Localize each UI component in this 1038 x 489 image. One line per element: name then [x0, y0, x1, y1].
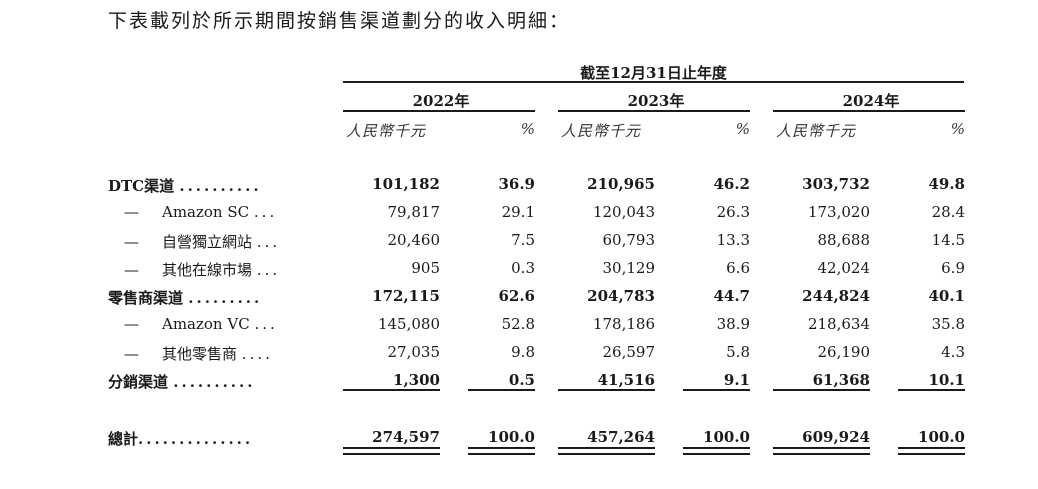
share-pct: 0.3 — [511, 259, 535, 277]
share-pct: 26.3 — [716, 203, 750, 221]
subchannel-row: — Amazon VC ... 145,080 52.8 178,186 38.9 218,… — [0, 315, 1038, 343]
revenue-value: 210,965 — [587, 175, 655, 193]
total-value: 457,264 — [587, 428, 655, 446]
revenue-value: 26,597 — [602, 343, 656, 361]
unit-label-2023: 人民幣千元 — [561, 122, 642, 140]
subtotal-rule — [468, 389, 535, 391]
revenue-value: 30,129 — [602, 259, 656, 277]
share-pct: 5.8 — [726, 343, 750, 361]
subchannel-label: — Amazon VC ... — [124, 315, 278, 333]
share-pct: 6.9 — [941, 259, 965, 277]
revenue-value: 178,186 — [592, 315, 655, 333]
year-2023-header: 2023年 — [627, 92, 685, 110]
header-rule — [343, 81, 964, 83]
intro-text: 下表載列於所示期間按銷售渠道劃分的收入明細： — [108, 10, 571, 32]
share-pct: 7.5 — [511, 231, 535, 249]
total-double-rule — [468, 447, 535, 455]
share-pct: 44.7 — [713, 287, 750, 305]
share-pct: 0.5 — [508, 371, 535, 389]
subchannel-row: — 自營獨立網站 ... 20,460 7.5 60,793 13.3 88,688 14.5 — [0, 231, 1038, 259]
total-double-rule — [343, 447, 440, 455]
revenue-value: 145,080 — [377, 315, 440, 333]
revenue-value: 120,043 — [592, 203, 655, 221]
share-pct: 46.2 — [713, 175, 750, 193]
unit-label-2022: 人民幣千元 — [346, 122, 427, 140]
subchannel-label: — 其他零售商 .... — [124, 345, 273, 363]
total-label: 總計.............. — [108, 430, 254, 448]
revenue-value: 42,024 — [817, 259, 871, 277]
revenue-value: 172,115 — [372, 287, 440, 305]
revenue-value: 1,300 — [393, 371, 440, 389]
revenue-value: 60,793 — [602, 231, 656, 249]
total-value: 609,924 — [802, 428, 870, 446]
revenue-value: 303,732 — [802, 175, 870, 193]
share-pct: 9.1 — [723, 371, 750, 389]
total-pct: 100.0 — [703, 428, 750, 446]
share-pct: 49.8 — [928, 175, 965, 193]
share-pct: 35.8 — [931, 315, 965, 333]
share-pct: 38.9 — [716, 315, 750, 333]
revenue-value: 218,634 — [807, 315, 870, 333]
channel-row: 分銷渠道 .......... 1,300 0.5 41,516 9.1 61,368 10… — [0, 371, 1038, 399]
period-header: 截至12月31日止年度 — [580, 64, 727, 82]
revenue-value: 244,824 — [802, 287, 870, 305]
year-rule-2023 — [558, 110, 750, 112]
total-pct: 100.0 — [918, 428, 965, 446]
subchannel-label: — Amazon SC ... — [124, 203, 278, 221]
subtotal-rule — [773, 389, 870, 391]
revenue-value: 41,516 — [597, 371, 655, 389]
channel-row: DTC渠道 .......... 101,182 36.9 210,965 46.2 30… — [0, 175, 1038, 203]
subchannel-row: — 其他在線市場 ... 905 0.3 30,129 6.6 42,024 6.9 — [0, 259, 1038, 287]
subtotal-rule — [683, 389, 750, 391]
channel-label: DTC渠道 .......... — [108, 177, 262, 195]
revenue-value: 905 — [411, 259, 440, 277]
subchannel-label: — 自營獨立網站 ... — [124, 233, 281, 251]
subtotal-rule — [898, 389, 965, 391]
share-pct: 9.8 — [511, 343, 535, 361]
channel-label: 零售商渠道 ......... — [108, 289, 263, 307]
total-double-rule — [558, 447, 655, 455]
total-double-rule — [773, 447, 870, 455]
share-pct: 28.4 — [931, 203, 965, 221]
subchannel-row: — Amazon SC ... 79,817 29.1 120,043 26.3 173,0… — [0, 203, 1038, 231]
year-rule-2024 — [773, 110, 965, 112]
revenue-value: 79,817 — [387, 203, 441, 221]
revenue-value: 204,783 — [587, 287, 655, 305]
revenue-value: 101,182 — [372, 175, 440, 193]
share-pct: 36.9 — [498, 175, 535, 193]
share-pct: 40.1 — [928, 287, 965, 305]
subtotal-rule — [558, 389, 655, 391]
subtotal-rule — [343, 389, 440, 391]
revenue-value: 61,368 — [812, 371, 870, 389]
subchannel-row: — 其他零售商 .... 27,035 9.8 26,597 5.8 26,190 4.3 — [0, 343, 1038, 371]
revenue-value: 26,190 — [817, 343, 871, 361]
channel-row: 零售商渠道 ......... 172,115 62.6 204,783 44.7 244… — [0, 287, 1038, 315]
total-value: 274,597 — [372, 428, 440, 446]
unit-label-2024: 人民幣千元 — [776, 122, 857, 140]
total-pct: 100.0 — [488, 428, 535, 446]
share-pct: 14.5 — [931, 231, 965, 249]
total-double-rule — [898, 447, 965, 455]
share-pct: 52.8 — [501, 315, 535, 333]
pct-label-2023: % — [735, 120, 750, 138]
revenue-value: 88,688 — [817, 231, 871, 249]
share-pct: 6.6 — [726, 259, 750, 277]
share-pct: 62.6 — [498, 287, 535, 305]
year-rule-2022 — [343, 110, 535, 112]
revenue-value: 27,035 — [387, 343, 441, 361]
year-2022-header: 2022年 — [412, 92, 470, 110]
revenue-value: 173,020 — [807, 203, 870, 221]
total-row: 總計.............. 274,597 100.0 457,264 1… — [0, 428, 1038, 456]
share-pct: 10.1 — [928, 371, 965, 389]
share-pct: 4.3 — [941, 343, 965, 361]
pct-label-2024: % — [950, 120, 965, 138]
revenue-value: 20,460 — [387, 231, 441, 249]
subchannel-label: — 其他在線市場 ... — [124, 261, 281, 279]
share-pct: 29.1 — [501, 203, 535, 221]
pct-label-2022: % — [520, 120, 535, 138]
share-pct: 13.3 — [716, 231, 750, 249]
total-double-rule — [683, 447, 750, 455]
year-2024-header: 2024年 — [842, 92, 900, 110]
channel-label: 分銷渠道 .......... — [108, 373, 256, 391]
